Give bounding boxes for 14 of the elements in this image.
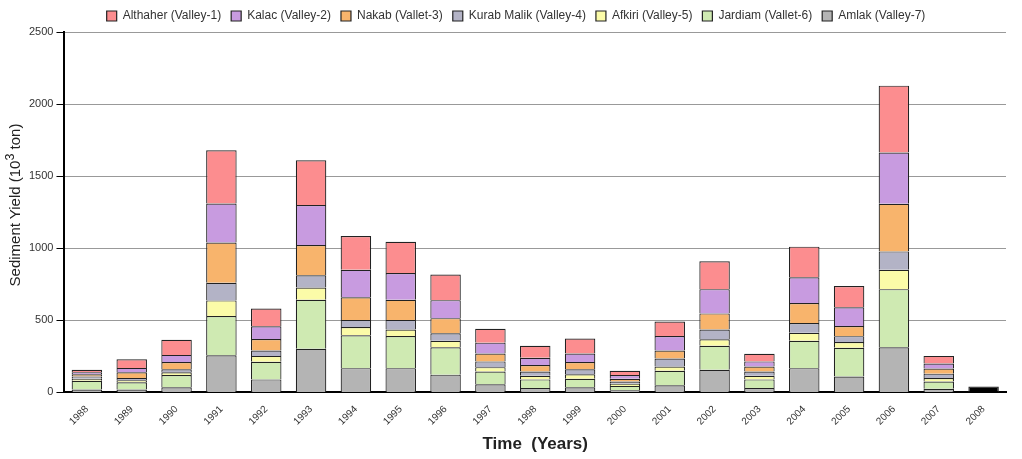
y-tick-label: 1500 [28, 169, 54, 182]
y-tick-label: 0 [47, 385, 54, 398]
x-axis-title: Time (Years) [482, 434, 588, 454]
legend-label: Afkiri (Valley-5) [611, 8, 693, 23]
y-tick-label: 2000 [28, 97, 54, 110]
legend-label: Amlak (Valley-7) [838, 8, 926, 23]
legend-label: Nakab (Vallet-3) [356, 8, 443, 23]
y-tick-label: 2500 [28, 25, 54, 38]
legend-label: Althaher (Valley-1) [122, 8, 222, 23]
legend-label: Kalac (Valley-2) [247, 8, 331, 23]
legend-label: Jardiam (Vallet-6) [718, 8, 813, 23]
y-tick-label: 500 [35, 313, 54, 326]
y-tick-label: 1000 [28, 241, 54, 254]
legend-label: Kurab Malik (Valley-4) [468, 8, 586, 23]
